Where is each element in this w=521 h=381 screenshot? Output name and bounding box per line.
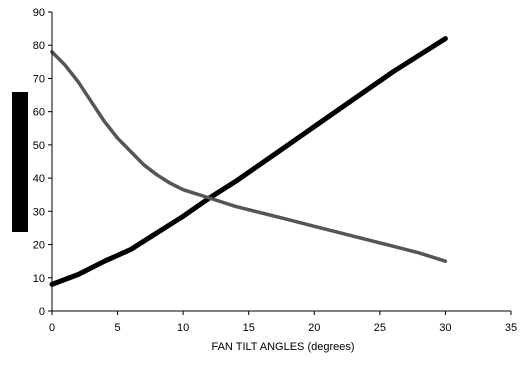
series-layer [49, 36, 448, 287]
y-axis-label-block [12, 92, 28, 232]
x-tick-label: 10 [177, 322, 189, 334]
y-tick-label: 20 [33, 240, 45, 252]
y-tick-label: 30 [33, 206, 45, 218]
series-line-1 [49, 36, 448, 287]
y-tick-label: 80 [33, 40, 45, 52]
x-tick-label: 35 [505, 322, 517, 334]
series-line-2 [50, 50, 448, 263]
y-tick-label: 60 [33, 107, 45, 119]
y-tick-label: 10 [33, 273, 45, 285]
x-tick-label: 5 [115, 322, 121, 334]
axes-layer: 0 10 20 30 40 50 60 70 80 90 0 5 10 15 20 25 30 35 [33, 7, 517, 334]
y-tick-label: 50 [33, 140, 45, 152]
y-tick-label: 90 [33, 7, 45, 19]
x-tick-label: 25 [374, 322, 386, 334]
x-tick-label: 15 [243, 322, 255, 334]
y-tick-label: 70 [33, 73, 45, 85]
y-tick-label: 0 [39, 306, 45, 318]
x-tick-label: 20 [308, 322, 320, 334]
x-tick-label: 30 [439, 322, 451, 334]
x-tick-label: 0 [49, 322, 55, 334]
x-axis-title: FAN TILT ANGLES (degrees) [211, 341, 354, 353]
y-tick-label: 40 [33, 173, 45, 185]
